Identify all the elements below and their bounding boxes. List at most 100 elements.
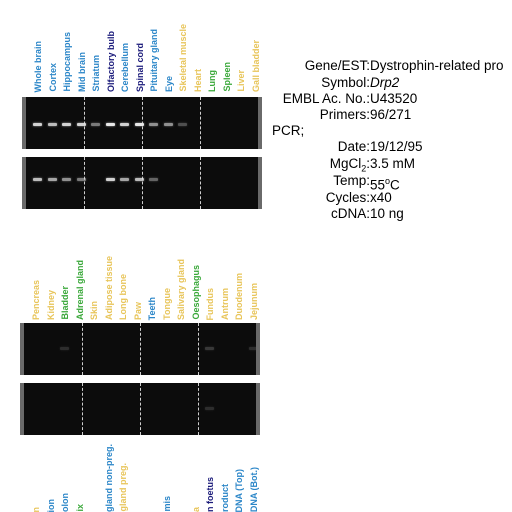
panel3-tissue-labels: n ion olon ix gland non-preg. gland preg. mis a…	[0, 440, 270, 512]
gel-divider	[140, 323, 141, 375]
tissue-label: Heart	[192, 68, 203, 92]
gel-band	[62, 178, 71, 181]
gel-divider	[82, 323, 83, 375]
tissue-label: Olfactory bulb	[105, 30, 116, 92]
panel2-tissue-labels: Pencreas Kidney Bladder Adrenal gland Skin Ad…	[0, 242, 270, 320]
gel-band	[134, 123, 144, 126]
tissue-label: Antrum	[219, 288, 230, 320]
mgcl-value: 3.5 mM	[370, 156, 416, 171]
gel-band	[91, 123, 100, 126]
gene-key: Gene/EST:	[304, 58, 370, 73]
gel-divider	[198, 383, 199, 435]
tissue-label: roduct	[219, 484, 230, 512]
primers-value: 96/271	[370, 107, 412, 122]
cdna-value: 10 ng	[370, 206, 404, 221]
tissue-label: Adrenal gland	[74, 259, 85, 320]
tissue-label: ion	[45, 498, 56, 512]
tissue-label: ix	[74, 504, 85, 512]
symbol-key: Symbol:	[321, 75, 370, 90]
gel-band	[60, 347, 69, 350]
tissue-label: Skeletal muscle	[178, 24, 188, 92]
tissue-label: n	[31, 506, 41, 512]
gel-band	[33, 123, 42, 126]
gel-band	[62, 123, 71, 126]
tissue-label: Oesophagus	[190, 265, 201, 320]
panel2-gel-top	[20, 323, 260, 375]
tissue-label: Spleen	[221, 62, 232, 92]
gel-band	[76, 123, 86, 126]
gel-band	[205, 347, 214, 350]
gel-divider	[198, 323, 199, 375]
tissue-label: Hippocampus	[62, 32, 72, 92]
tissue-label: DNA (Bot.)	[248, 466, 259, 512]
tissue-label: Liver	[236, 70, 246, 92]
gel-divider	[84, 157, 85, 209]
gel-divider	[200, 157, 201, 209]
tissue-label: olon	[60, 493, 70, 512]
cycles-value: x40	[370, 190, 392, 205]
gel-band	[47, 123, 57, 126]
tissue-label: Cortex	[47, 63, 58, 92]
gel-band	[47, 178, 57, 181]
tissue-label: Lung	[207, 70, 217, 92]
embl-key: EMBL Ac. No.:	[282, 91, 370, 106]
tissue-label: Adipose tissue	[103, 255, 114, 320]
tissue-label: Duodenum	[234, 273, 244, 320]
cycles-key: Cycles:	[325, 190, 370, 205]
tissue-label: Teeth	[147, 296, 157, 320]
date-key: Date:	[337, 139, 370, 154]
tissue-label: gland non-preg.	[103, 444, 114, 512]
tissue-label: Cerebellum	[120, 42, 130, 92]
tissue-label: Gall bladder	[250, 39, 261, 92]
tissue-label: gland preg.	[118, 463, 128, 512]
tissue-label: a	[190, 506, 201, 512]
gel-divider	[200, 97, 201, 149]
tissue-label: DNA (Top)	[234, 468, 244, 512]
tissue-label: Fundus	[205, 287, 215, 321]
gel-divider	[142, 157, 143, 209]
panel1-gel-bottom	[22, 157, 262, 209]
gel-band	[105, 178, 115, 181]
gel-band	[105, 123, 115, 126]
gel-band	[120, 178, 129, 181]
tissue-label: Eye	[163, 75, 174, 92]
tissue-label: Long bone	[118, 274, 128, 320]
tissue-label: Kidney	[45, 289, 56, 320]
tissue-label: Jejunum	[248, 282, 259, 320]
gel-band	[248, 347, 256, 350]
gel-divider	[82, 383, 83, 435]
tissue-label: Striatum	[91, 55, 101, 92]
gel-band	[149, 178, 158, 181]
temp-value: 55oC	[370, 176, 400, 193]
gene-value: Dystrophin-related pro	[370, 58, 504, 73]
mgcl-key: MgCl2:	[329, 156, 370, 174]
tissue-label: Tongue	[161, 288, 172, 320]
embl-value: U43520	[370, 91, 418, 106]
tissue-label: Mid brain	[76, 52, 87, 92]
tissue-label: Paw	[132, 301, 143, 320]
panel1-tissue-labels: Whole brain Cortex Hippocampus Mid brain Str…	[0, 14, 270, 92]
gel-band	[178, 123, 187, 126]
gel-band	[205, 407, 214, 410]
tissue-label: Pencreas	[31, 279, 41, 320]
tissue-label: Whole brain	[33, 40, 43, 93]
symbol-value: Drp2	[370, 75, 400, 90]
tissue-label: Skin	[89, 300, 99, 320]
tissue-label: Pituitary gland	[149, 29, 159, 92]
gel-divider	[140, 383, 141, 435]
tissue-label: n foetus	[205, 477, 215, 512]
cdna-key: cDNA:	[330, 206, 370, 221]
tissue-label: Spinal cord	[134, 42, 145, 92]
temp-key: Temp:	[333, 173, 370, 188]
gel-band	[120, 123, 129, 126]
primers-key: Primers:	[319, 107, 370, 122]
tissue-label: Salivary gland	[176, 258, 186, 320]
gel-band	[33, 178, 42, 181]
gel-band	[76, 178, 86, 181]
panel1-gel-top	[22, 97, 262, 149]
tissue-label: Bladder	[60, 286, 70, 320]
gel-band	[134, 178, 144, 181]
gel-band	[149, 123, 158, 126]
tissue-label: mis	[161, 496, 172, 512]
pcr-heading: PCR;	[272, 123, 305, 138]
